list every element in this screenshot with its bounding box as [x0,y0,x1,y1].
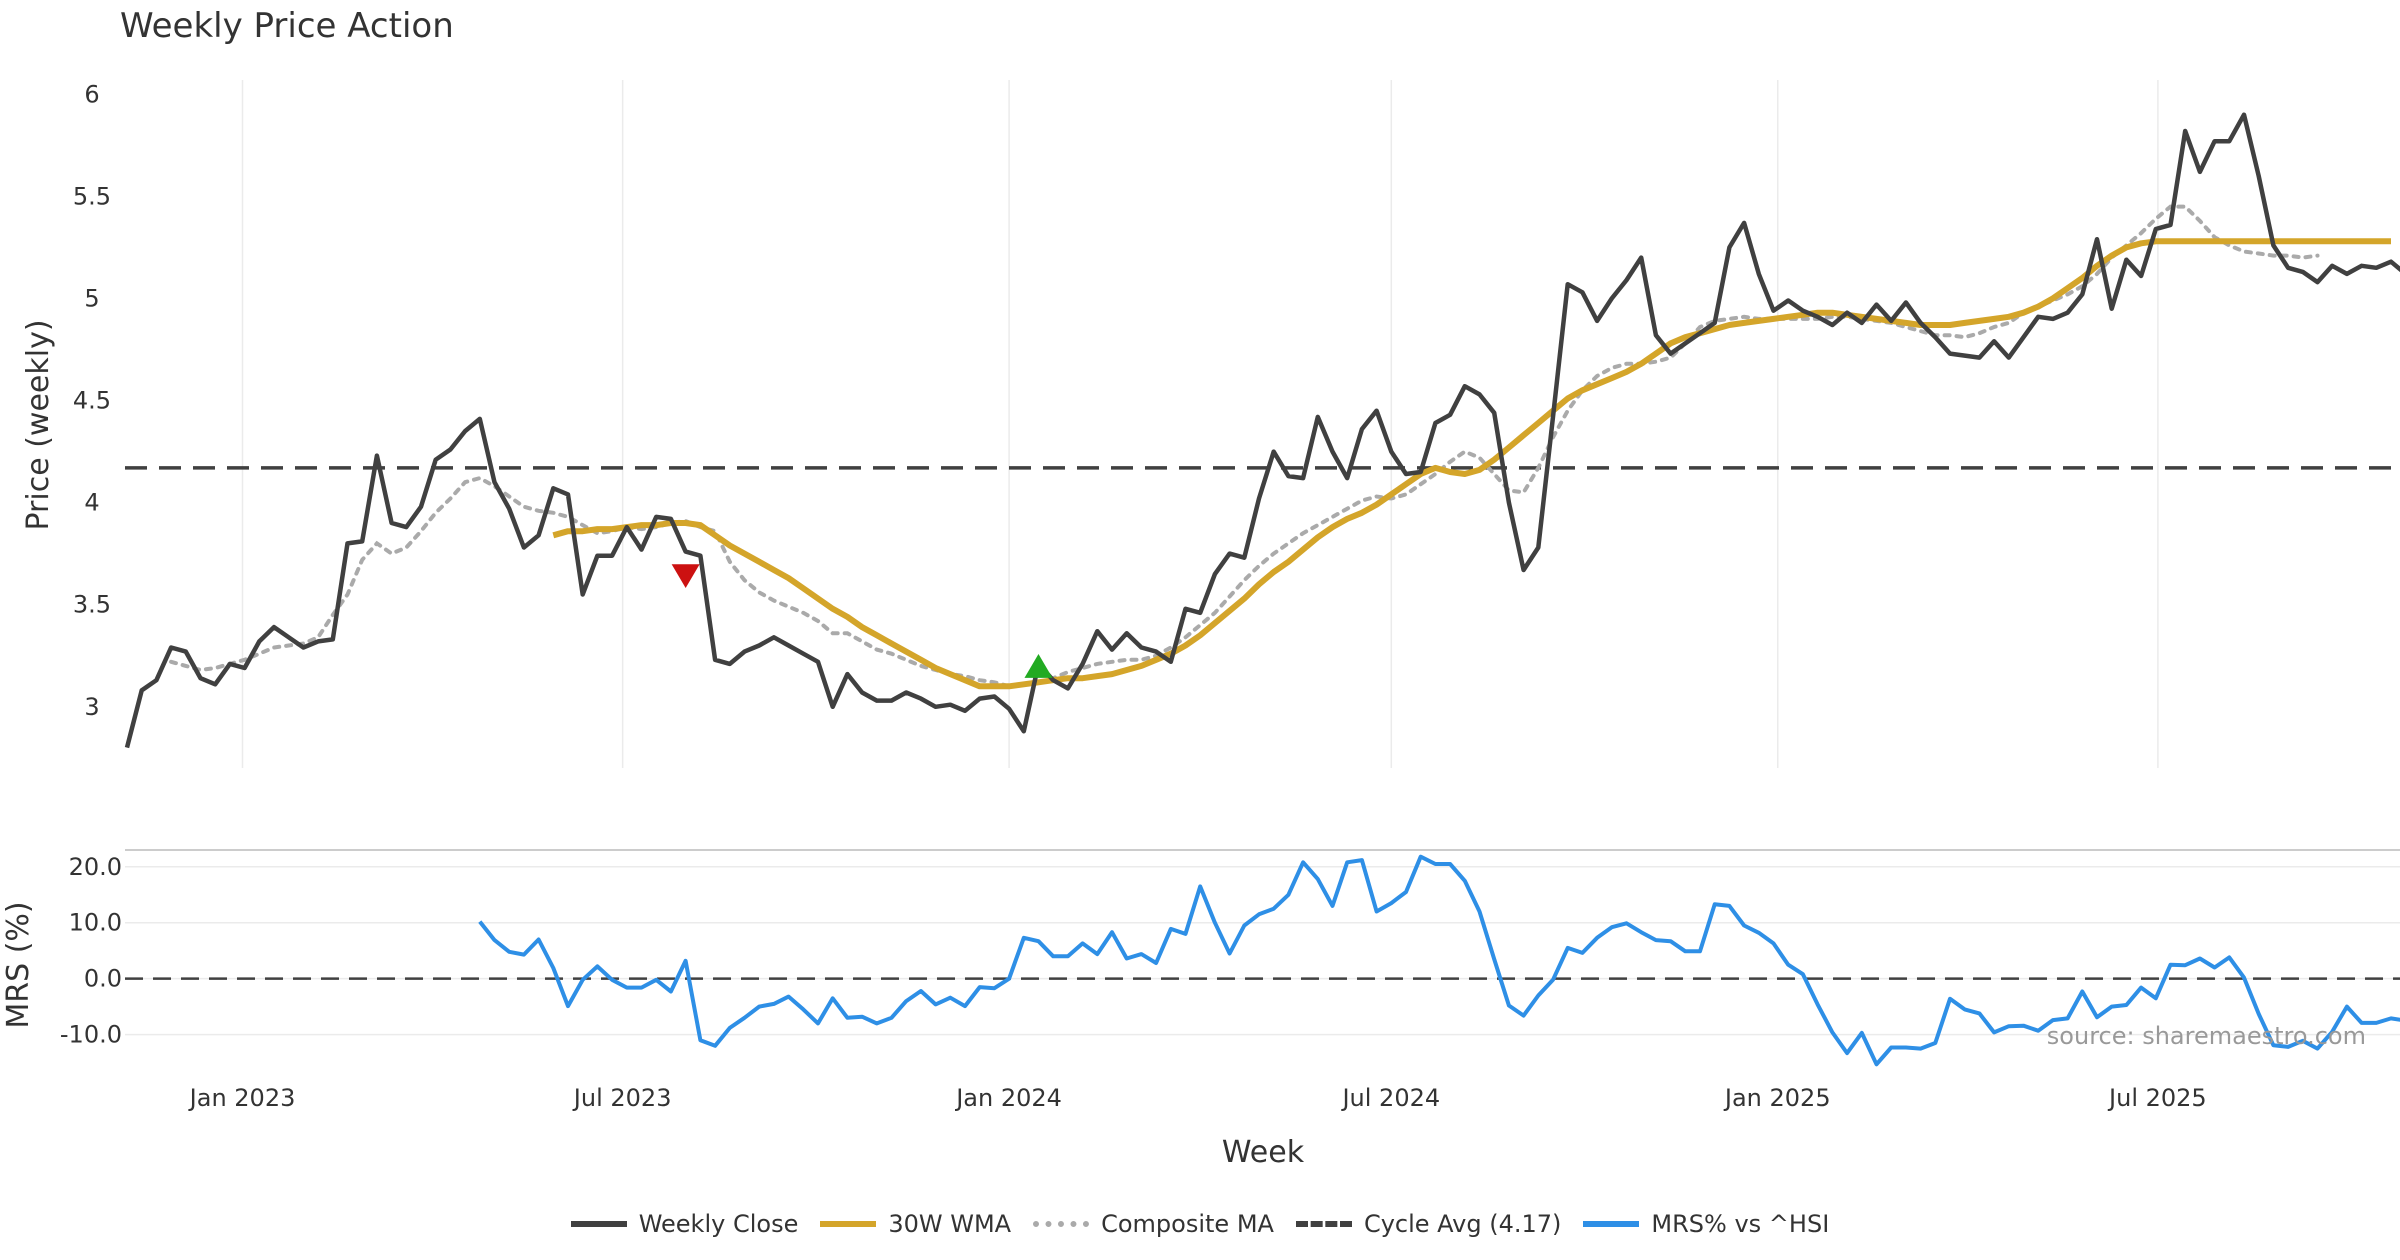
legend-label-weekly-close: Weekly Close [638,1210,799,1238]
legend-label-mrs: MRS% vs ^HSI [1651,1210,1830,1238]
price-y-tick-label: 5.5 [73,182,111,210]
series-layer [124,112,2400,1067]
price-y-tick-label: 6 [84,80,99,108]
legend-label-cycle-avg: Cycle Avg (4.17) [1363,1210,1562,1238]
x-tick-label: Jan 2023 [188,1084,296,1112]
sell-signal-marker [671,564,700,588]
buy-signal-marker [1024,654,1053,678]
x-tick-label: Jul 2025 [2107,1084,2207,1112]
mrs-y-tick-label: -10.0 [60,1021,122,1049]
mrs-line [478,854,2400,1067]
price-y-tick-label: 5 [84,284,99,312]
legend-label-30w-wma: 30W WMA [888,1210,1012,1238]
chart-title: Weekly Price Action [120,6,454,46]
legend-swatch-weekly-close [570,1221,627,1227]
legend-item-30w-wma: 30W WMA [820,1210,1011,1238]
x-tick-label: Jul 2024 [1340,1084,1440,1112]
weekly-close-line [124,112,2400,749]
legend-item-cycle-avg: Cycle Avg (4.17) [1295,1210,1562,1238]
grid [125,80,2400,1036]
legend-swatch-cycle-avg [1295,1221,1352,1227]
x-axis-label: Week [1222,1135,1305,1170]
mrs-y-tick-label: 10.0 [69,909,122,937]
legend-item-weekly-close: Weekly Close [570,1210,799,1238]
mrs-y-tick-label: 20.0 [69,853,122,881]
legend-swatch-composite-ma [1033,1221,1090,1227]
price-chart: 3 3.5 4 4.5 5 5.5 6 -10.0 0.0 10.0 20.0 Jan 2023 Jul… [1,80,2400,1170]
price-y-axis-label: Price (weekly) [21,319,56,530]
legend-item-mrs: MRS% vs ^HSI [1583,1210,1829,1238]
source-label: source: sharemaestro.com [2047,1022,2366,1050]
price-y-tick-label: 4 [84,489,99,517]
wma-30w-line [552,238,2391,690]
x-tick-label: Jan 2025 [1723,1084,1831,1112]
mrs-y-axis-label: MRS (%) [1,901,36,1028]
legend-item-composite-ma: Composite MA [1033,1210,1274,1238]
mrs-y-tick-label: 0.0 [84,965,122,993]
x-tick-label: Jul 2023 [572,1084,672,1112]
legend-swatch-mrs [1583,1221,1640,1227]
marker-layer [671,564,1053,678]
composite-ma-line [169,204,2320,689]
legend-label-composite-ma: Composite MA [1101,1210,1274,1238]
tick-layer: 3 3.5 4 4.5 5 5.5 6 -10.0 0.0 10.0 20.0 Jan 2023 Jul… [60,80,2207,1112]
x-tick-label: Jan 2024 [954,1084,1062,1112]
legend: Weekly Close 30W WMA Composite MA Cycle … [0,1210,2400,1238]
price-y-tick-label: 3.5 [73,591,111,619]
legend-swatch-30w-wma [820,1221,877,1227]
price-y-tick-label: 4.5 [73,387,111,415]
price-y-tick-label: 3 [84,693,99,721]
